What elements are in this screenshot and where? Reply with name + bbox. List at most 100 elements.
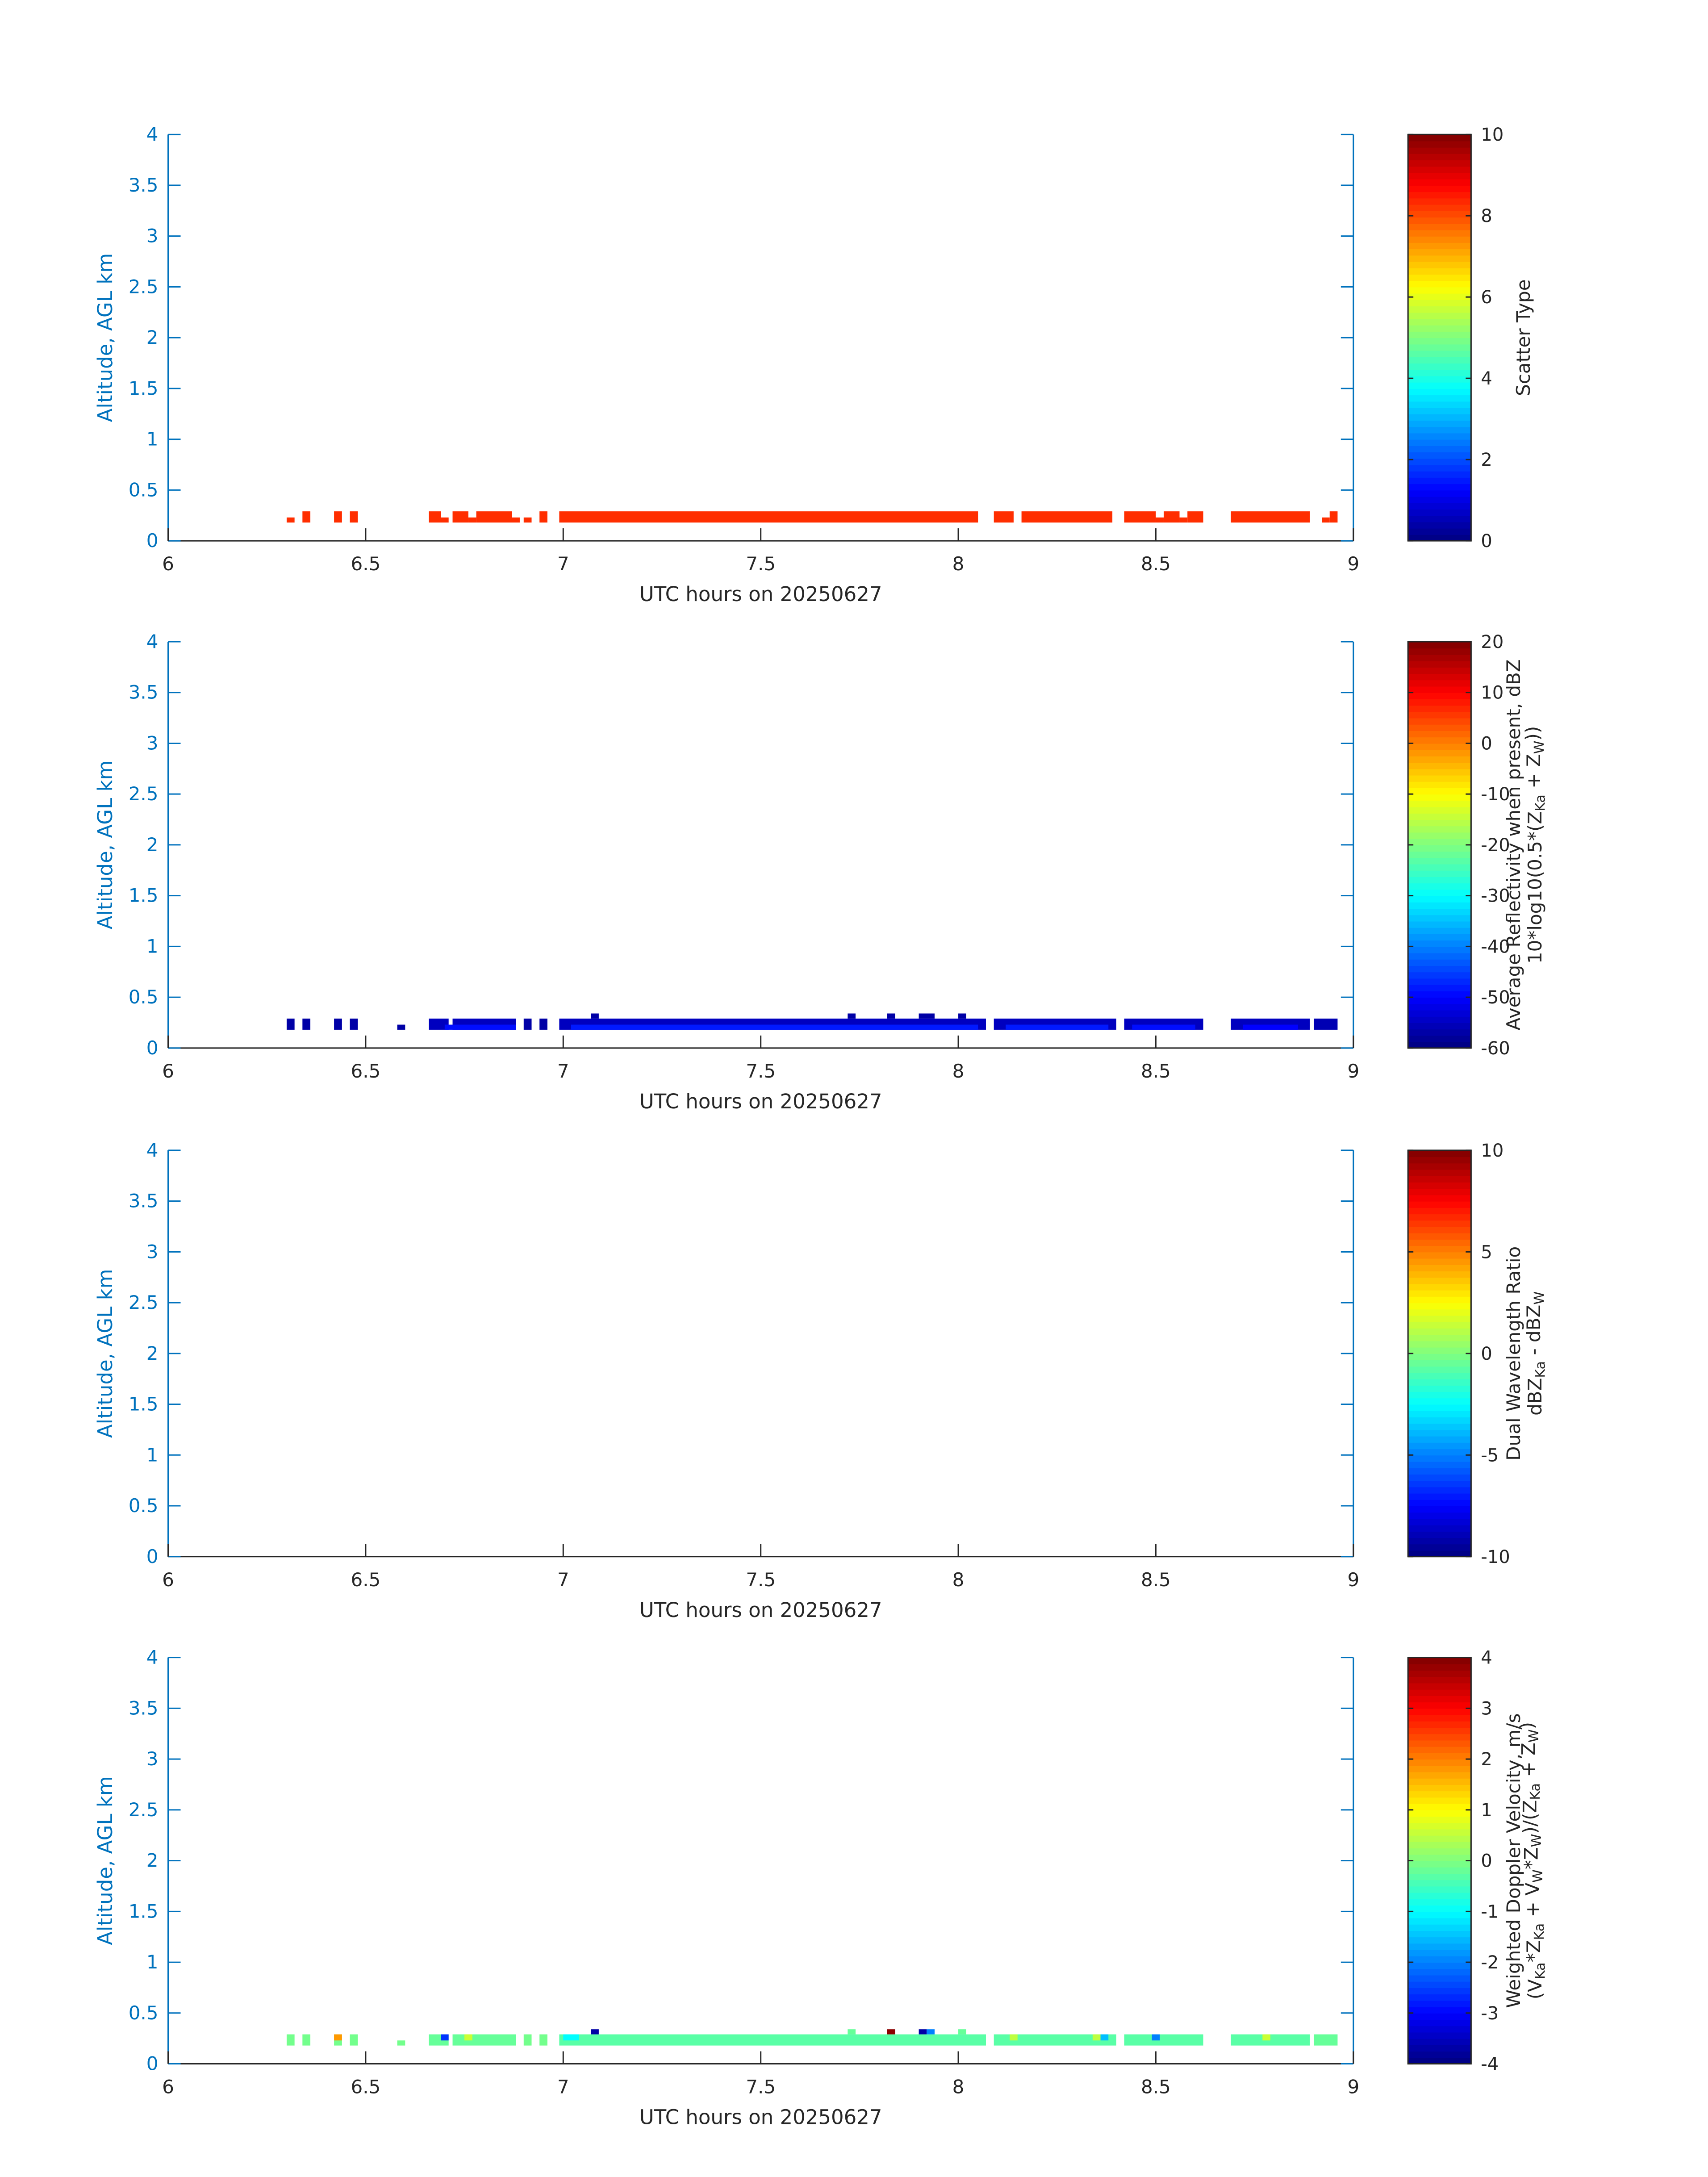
colorbar-tick-label: -4 [1481, 2054, 1499, 2075]
colorbar-segment [1408, 1880, 1471, 1887]
colorbar-segment [1408, 1442, 1471, 1450]
heatmap-cell [286, 1018, 295, 1030]
colorbar-tick-label: 4 [1481, 368, 1492, 389]
heatmap-cell [429, 511, 441, 523]
colorbar-segment [1408, 1022, 1471, 1030]
colorbar-segment [1408, 1188, 1471, 1195]
colorbar-segment [1408, 293, 1471, 300]
colorbar-segment [1408, 692, 1471, 699]
colorbar-segment [1408, 528, 1471, 535]
y-tick-label: 2.5 [129, 276, 159, 297]
colorbar-segment [1408, 915, 1471, 922]
colorbar-segment [1408, 2013, 1471, 2020]
colorbar-segment [1408, 876, 1471, 884]
colorbar-segment [1408, 236, 1471, 243]
y-tick-label: 3 [146, 1241, 159, 1262]
colorbar-segment [1408, 1797, 1471, 1804]
colorbar-label: (VKa*ZKa + VW*ZW)/(ZKa + ZW) [1516, 1722, 1549, 1999]
heatmap-cell [334, 511, 342, 523]
colorbar-segment [1408, 1455, 1471, 1462]
x-tick-label: 8 [952, 1060, 965, 1082]
x-tick-label: 6.5 [351, 553, 380, 575]
heatmap-cell [1179, 517, 1188, 523]
colorbar-segment [1408, 1461, 1471, 1468]
heatmap-cell [512, 517, 520, 523]
heatmap-cell [444, 1024, 516, 1030]
colorbar-segment [1408, 350, 1471, 357]
colorbar-segment [1408, 1937, 1471, 1944]
colorbar-segment [1408, 1277, 1471, 1284]
colorbar-segment [1408, 153, 1471, 161]
heatmap-cell [1314, 2034, 1338, 2046]
colorbar-segment [1408, 1689, 1471, 1696]
colorbar-segment [1408, 1404, 1471, 1411]
y-tick-label: 2.5 [129, 783, 159, 805]
heatmap-cell [539, 511, 547, 523]
colorbar-segment [1408, 737, 1471, 744]
colorbar-segment [1408, 312, 1471, 319]
colorbar-segment [1408, 660, 1471, 668]
colorbar-segment [1408, 1379, 1471, 1386]
colorbar-segment [1408, 509, 1471, 516]
heatmap-cell [1124, 2034, 1203, 2046]
colorbar-segment [1408, 1487, 1471, 1494]
colorbar-segment [1408, 1695, 1471, 1703]
colorbar-segment [1408, 698, 1471, 706]
colorbar-segment [1408, 1746, 1471, 1753]
colorbar-segment [1408, 781, 1471, 788]
y-tick-label: 4 [146, 1646, 159, 1668]
x-tick-label: 7.5 [746, 1060, 776, 1082]
heatmap-cells [286, 511, 1338, 523]
x-tick-label: 7.5 [746, 553, 776, 575]
colorbar-segment [1408, 1341, 1471, 1348]
colorbar-segment [1408, 414, 1471, 421]
colorbar-segment [1408, 255, 1471, 262]
colorbar-segment [1408, 1264, 1471, 1272]
colorbar-segment [1408, 331, 1471, 338]
y-tick-label: 4 [146, 123, 159, 145]
colorbar-segment [1408, 1816, 1471, 1823]
colorbar-segment [1408, 2057, 1471, 2064]
heatmap-cell [927, 2029, 935, 2035]
panel-2: 0 0.5 1 1.5 2 2.5 3 3.5 4 6 6.5 7 7.5 8 8.5 9 UTC hours … [93, 631, 1549, 1113]
x-tick-label: 6 [162, 2076, 174, 2098]
x-tick-label: 6 [162, 1569, 174, 1591]
heatmap-cell [523, 1018, 532, 1030]
colorbar-segment [1408, 800, 1471, 807]
colorbar-segment [1408, 2051, 1471, 2058]
heatmap-cell [1006, 1024, 1109, 1030]
colorbar-segment [1408, 267, 1471, 275]
colorbar-segment [1408, 711, 1471, 719]
colorbar-segment [1408, 490, 1471, 497]
colorbar-segment [1408, 940, 1471, 947]
colorbar-segment [1408, 1207, 1471, 1215]
colorbar-segment [1408, 2000, 1471, 2007]
colorbar-label: Scatter Type [1512, 279, 1534, 396]
colorbar-segment [1408, 534, 1471, 542]
colorbar-tick-label: 20 [1481, 632, 1503, 652]
colorbar-segment [1408, 1924, 1471, 1931]
colorbar-segment [1408, 1436, 1471, 1443]
colorbar-segment [1408, 1410, 1471, 1417]
colorbar-segment [1408, 306, 1471, 313]
heatmap-cell [397, 1024, 405, 1030]
colorbar-segment [1408, 1708, 1471, 1715]
y-tick-label: 2.5 [129, 1799, 159, 1821]
colorbar-tick-label: 8 [1481, 206, 1492, 226]
y-tick-label: 0.5 [129, 2002, 159, 2024]
x-axis-label: UTC hours on 20250627 [639, 1598, 882, 1622]
colorbar-segment [1408, 1714, 1471, 1722]
colorbar-segment [1408, 813, 1471, 820]
y-tick-label: 3.5 [129, 1697, 159, 1719]
colorbar-segment [1408, 458, 1471, 465]
heatmap-cell [958, 2029, 966, 2035]
heatmap-cell [539, 2034, 547, 2046]
colorbar-segment [1408, 895, 1471, 903]
panel-4: 0 0.5 1 1.5 2 2.5 3 3.5 4 6 6.5 7 7.5 8 8.5 9 UTC hours … [93, 1646, 1549, 2129]
colorbar-segment [1408, 1943, 1471, 1950]
colorbar-segment [1408, 1803, 1471, 1810]
y-tick-label: 2 [146, 1850, 159, 1872]
colorbar-segment [1408, 1835, 1471, 1842]
y-axis-label: Altitude, AGL km [93, 760, 117, 930]
heatmap-cell [468, 517, 476, 523]
